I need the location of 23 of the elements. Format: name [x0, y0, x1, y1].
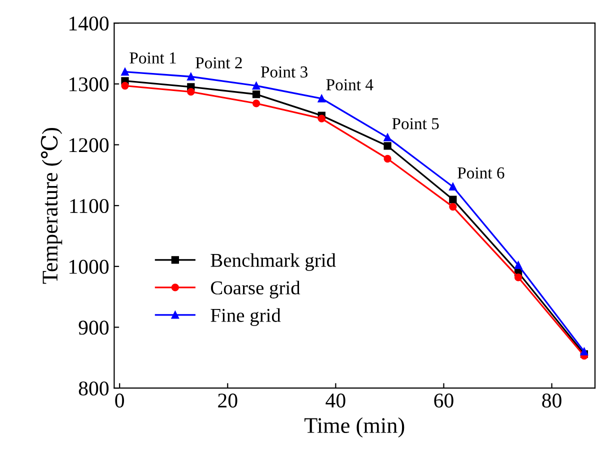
annotation: Point 1 [130, 52, 176, 64]
legend-label: Benchmark grid [210, 253, 336, 271]
x-tick-label: 80 [542, 394, 562, 408]
annotation: Point 6 [458, 167, 504, 179]
annotation: Point 3 [260, 66, 308, 78]
y-tick-label: 1000 [69, 260, 109, 274]
y-tick-label: 800 [78, 381, 109, 396]
y-tick-label: 900 [78, 320, 109, 335]
x-tick-label: 60 [434, 394, 454, 408]
annotation: Point 4 [326, 79, 374, 90]
y-tick-label: 1300 [69, 77, 109, 92]
legend-label: Fine grid [210, 308, 281, 326]
x-axis-title: Time (min) [304, 417, 404, 438]
x-tick-label: 0 [115, 394, 124, 408]
annotation: Point 5 [392, 118, 439, 130]
y-axis-title: Temperature (℃) [40, 128, 62, 284]
x-tick-label: 40 [326, 394, 346, 408]
y-tick-label: 1200 [69, 138, 109, 152]
legend-label: Coarse grid [210, 280, 300, 298]
annotation: Point 2 [196, 57, 242, 68]
y-tick-label: 1400 [69, 16, 109, 31]
x-tick-label: 20 [218, 394, 238, 408]
y-tick-label: 1100 [70, 198, 109, 214]
